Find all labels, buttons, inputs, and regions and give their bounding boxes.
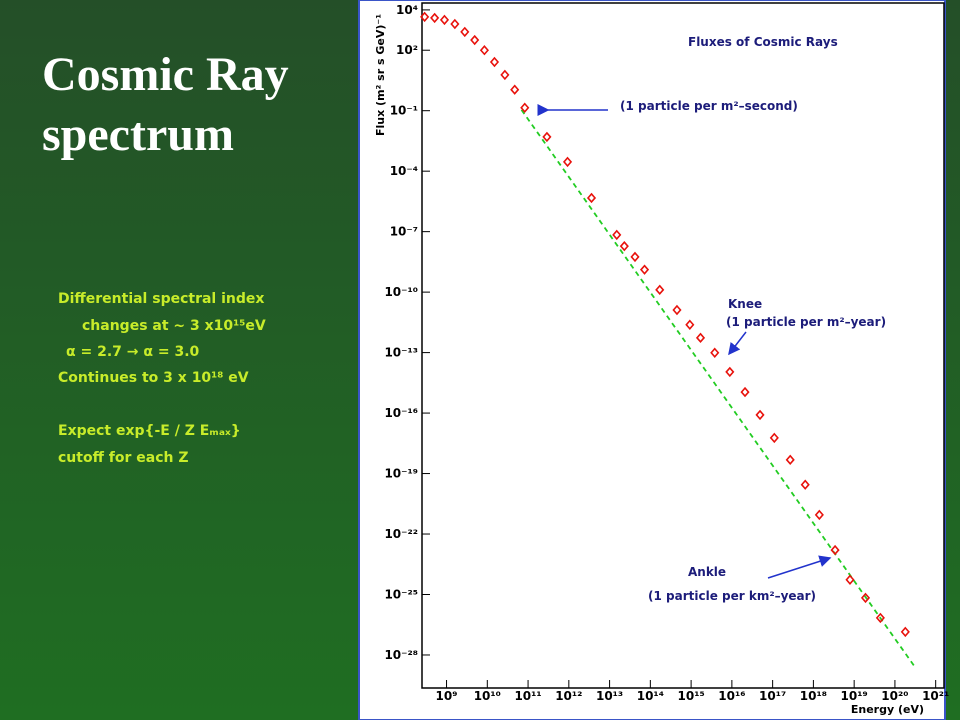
chart-panel: [358, 0, 946, 720]
data-point: [470, 34, 480, 46]
x-tick-label: 10¹⁹: [841, 689, 868, 703]
annotation: Ankle: [688, 565, 726, 579]
chart-title: Fluxes of Cosmic Rays: [688, 35, 838, 49]
data-point: [685, 319, 695, 330]
data-point: [542, 131, 552, 143]
data-point: [586, 192, 597, 204]
annotation: (1 particle per km²–year): [648, 589, 816, 603]
note-line: α = 2.7 → α = 3.0: [66, 344, 200, 360]
data-point: [769, 432, 779, 444]
x-axis-label: Energy (eV): [851, 703, 924, 716]
x-tick-label: 10²¹: [922, 689, 949, 703]
x-tick-label: 10⁹: [436, 689, 458, 703]
annotation: (1 particle per m²–second): [620, 99, 798, 113]
y-tick-label: 10⁻¹⁰: [384, 285, 418, 299]
data-point: [510, 84, 520, 95]
y-tick-label: 10⁻¹³: [384, 346, 418, 360]
x-tick-label: 10¹³: [596, 689, 623, 703]
data-point: [725, 366, 735, 378]
annotation: (1 particle per m²–year): [726, 315, 886, 329]
plot-frame: [421, 2, 945, 689]
data-point: [655, 284, 665, 296]
data-point: [710, 347, 720, 358]
y-axis-label: Flux (m² sr s GeV)⁻¹: [374, 14, 387, 136]
data-point: [639, 264, 650, 275]
data-point: [562, 156, 573, 168]
data-point: [672, 304, 682, 316]
data-point: [439, 14, 450, 26]
data-point: [619, 240, 629, 252]
data-point: [900, 626, 910, 638]
arrow: [767, 555, 832, 579]
x-tick-label: 10²⁰: [881, 689, 908, 703]
y-tick-label: 10⁻⁴: [390, 164, 418, 178]
y-tick-label: 10²: [396, 43, 418, 57]
data-point: [695, 332, 706, 344]
y-tick-label: 10⁻¹: [390, 104, 418, 118]
x-tick-label: 10¹⁶: [718, 689, 745, 703]
data-point: [460, 26, 470, 38]
arrow: [728, 331, 747, 356]
x-tick-label: 10¹⁵: [678, 689, 705, 703]
data-point: [612, 229, 622, 241]
annotation: Knee: [728, 297, 762, 311]
data-point: [785, 454, 795, 466]
data-point: [479, 45, 489, 56]
data-point: [800, 479, 810, 490]
note-line: Continues to 3 x 10¹⁸ eV: [58, 370, 249, 386]
y-tick-label: 10⁻²⁵: [384, 587, 418, 601]
data-point: [489, 56, 500, 68]
x-tick-label: 10¹⁰: [474, 689, 501, 703]
y-tick-label: 10⁴: [396, 3, 418, 17]
data-point: [450, 18, 460, 30]
note-line: changes at ~ 3 x10¹⁵eV: [82, 318, 266, 334]
data-point: [740, 386, 750, 398]
y-tick-label: 10⁻¹⁶: [384, 406, 418, 420]
data-point: [430, 12, 440, 24]
data-point: [875, 612, 885, 624]
note-line: cutoff for each Z: [58, 450, 189, 466]
data-point: [755, 409, 765, 421]
x-tick-label: 10¹⁴: [637, 689, 664, 703]
data-point: [814, 509, 824, 521]
chart: 10⁴ 10² 10⁻¹ 10⁻⁴ 10⁻⁷ 10⁻¹⁰ 10⁻¹³ 10⁻¹⁶ 10⁻¹⁹ 10…: [374, 2, 949, 716]
y-tick-label: 10⁻⁷: [390, 225, 418, 239]
data-point: [500, 69, 510, 81]
data-point: [860, 592, 871, 604]
data-point: [630, 251, 640, 263]
data-point: [830, 544, 840, 556]
data-point: [845, 574, 855, 585]
x-tick-label: 10¹⁸: [800, 689, 827, 703]
note-line: Expect exp{-E / Z Eₘₐₓ}: [58, 423, 241, 439]
x-tick-label: 10¹²: [555, 689, 582, 703]
data-point: [520, 102, 530, 113]
y-tick-label: 10⁻²²: [384, 527, 418, 541]
data-point: [420, 11, 430, 23]
y-tick-label: 10⁻¹⁹: [384, 467, 418, 481]
note-line: Differential spectral index: [58, 291, 264, 307]
x-tick-label: 10¹¹: [514, 689, 541, 703]
slide-title: Cosmic Ray spectrum: [42, 48, 289, 161]
x-tick-label: 10¹⁷: [759, 689, 786, 703]
y-tick-label: 10⁻²⁸: [384, 648, 418, 662]
slide-text: Cosmic Ray spectrum Differential spectral …: [42, 48, 289, 466]
